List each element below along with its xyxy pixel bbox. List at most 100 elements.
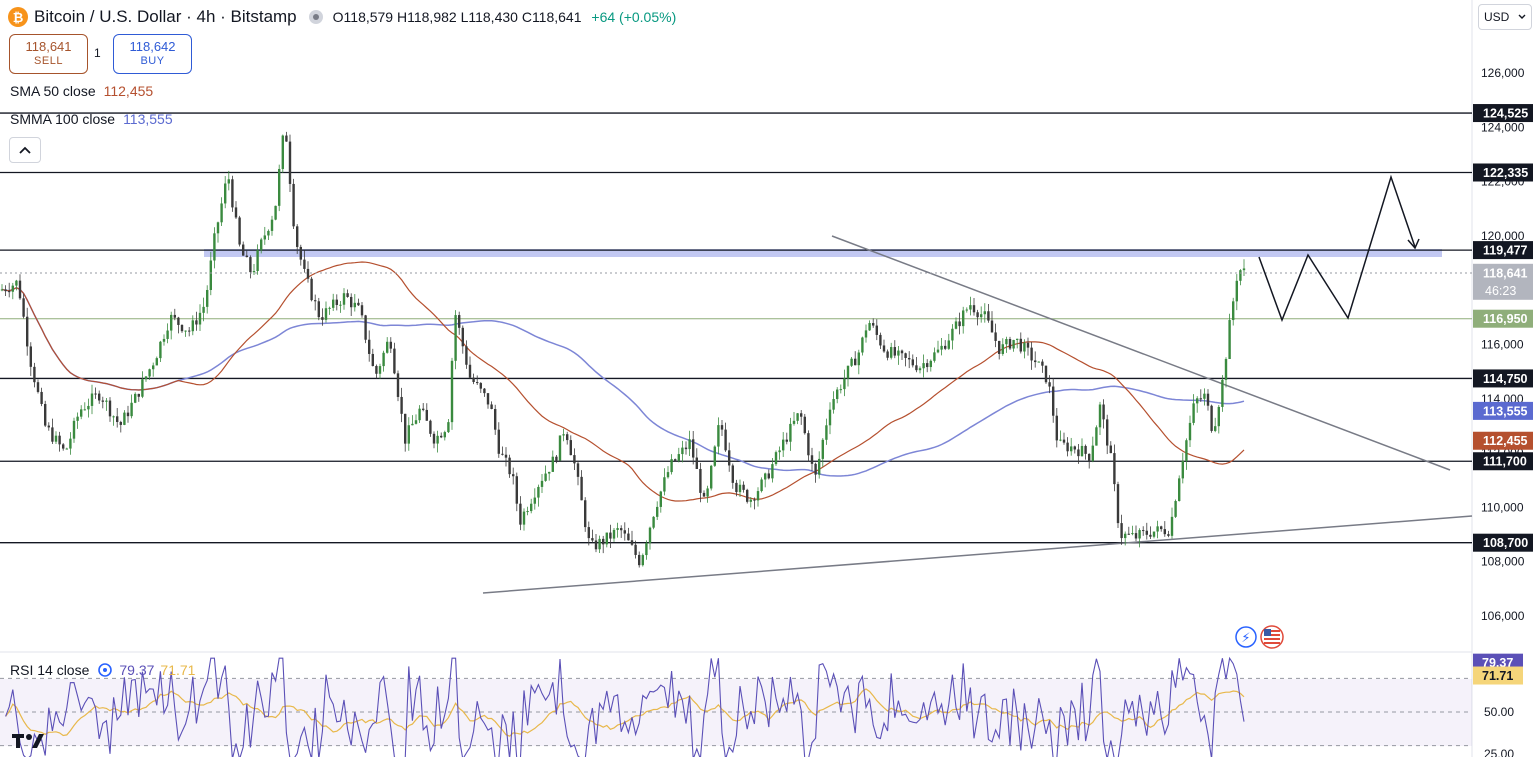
candle-body [814, 463, 817, 475]
buy-label: BUY [140, 55, 165, 67]
candle-body [252, 271, 256, 273]
candle-body [580, 476, 583, 501]
candle-body [1037, 361, 1040, 363]
candle-body [882, 345, 886, 352]
candle-body [177, 317, 180, 325]
current-price-tag-bg [1473, 263, 1533, 300]
candle-body [911, 359, 914, 366]
smma-legend[interactable]: SMMA 100 close 113,555 [10, 111, 173, 127]
candle-body [508, 457, 511, 475]
candle-body [11, 285, 14, 292]
level-tag-111700: 111,700 [1483, 455, 1527, 469]
candle-body [692, 439, 695, 458]
candle-body [4, 289, 7, 292]
sma-50-line[interactable] [1, 261, 1245, 502]
level-tag-114750: 114,750 [1483, 372, 1528, 386]
descending-trendline[interactable] [831, 235, 1451, 471]
candle-body [929, 360, 932, 368]
candle-body [681, 447, 684, 455]
chart-legend: ₿ Bitcoin / U.S. Dollar · 4h · Bitstamp … [8, 6, 676, 28]
candle-body [594, 540, 598, 550]
sell-button[interactable]: 118,641 SELL [9, 34, 88, 74]
candle-body [1221, 379, 1224, 407]
candle-body [1192, 403, 1195, 423]
smma-100-line[interactable] [1, 286, 1245, 477]
rsi-tick-label: 50.00 [1484, 705, 1514, 719]
candle-body [310, 278, 313, 301]
candle-body [789, 423, 792, 442]
price-tick-label: 120,000 [1481, 229, 1525, 243]
candle-body [569, 440, 572, 456]
economic-events-icon[interactable]: ⚡ [1235, 625, 1284, 649]
sell-label: SELL [34, 55, 63, 67]
candle-body [368, 339, 371, 354]
candle-body [850, 358, 853, 366]
candle-body [65, 448, 68, 450]
tradingview-logo-icon[interactable] [12, 730, 46, 756]
candle-body [267, 230, 270, 236]
candle-body [720, 425, 724, 430]
rsi-legend[interactable]: RSI 14 close 79.37 71.71 [10, 662, 195, 678]
candle-body [346, 293, 349, 297]
rsi-label: RSI 14 close [10, 662, 90, 678]
candle-body [494, 408, 497, 430]
candle-body [162, 338, 166, 342]
candle-body [425, 409, 428, 421]
candle-body [26, 316, 29, 347]
candle-body [886, 351, 889, 358]
candle-body [360, 305, 364, 316]
candle-body [648, 527, 652, 544]
candle-body [998, 340, 1001, 354]
candle-body [1070, 446, 1073, 452]
candle-body [897, 350, 900, 356]
candle-body [904, 353, 907, 358]
symbol-title[interactable]: Bitcoin / U.S. Dollar · 4h · Bitstamp [34, 7, 297, 26]
candle-body [468, 364, 472, 378]
candle-body [994, 332, 997, 341]
candle-body [951, 328, 954, 341]
candle-body [270, 219, 274, 231]
currency-selector[interactable]: USD [1478, 4, 1532, 30]
candle-body [209, 260, 212, 290]
buy-button[interactable]: 118,642 BUY [113, 34, 192, 74]
candle-body [1120, 523, 1123, 539]
candle-body [450, 360, 454, 423]
candle-body [411, 423, 414, 426]
candle-body [116, 416, 119, 422]
candle-body [281, 135, 284, 169]
candle-body [602, 538, 605, 545]
market-status-icon[interactable] [308, 10, 323, 24]
candle-body [1055, 415, 1058, 441]
collapse-legend-button[interactable] [9, 137, 41, 163]
candle-body [216, 222, 220, 234]
candle-body [436, 435, 439, 444]
ascending-trendline[interactable] [482, 515, 1473, 594]
rsi-ma-value: 71.71 [160, 662, 196, 678]
candle-body [828, 409, 832, 426]
candle-body [123, 412, 126, 425]
candle-body [80, 409, 83, 417]
candle-body [465, 346, 468, 365]
price-tick-label: 110,000 [1481, 500, 1524, 514]
sma-legend[interactable]: SMA 50 close 112,455 [10, 83, 153, 99]
candle-body [918, 368, 922, 371]
quantity-value[interactable]: 1 [94, 46, 101, 60]
candle-body [584, 500, 587, 528]
refresh-icon[interactable] [97, 662, 113, 678]
rsi-line[interactable] [5, 656, 1245, 757]
candle-body [659, 491, 662, 507]
candle-body [440, 435, 443, 438]
candle-body [807, 433, 810, 456]
candle-body [296, 226, 299, 247]
candle-body [1062, 439, 1066, 443]
price-tick-label: 126,000 [1481, 66, 1525, 80]
candle-body [778, 450, 781, 453]
candle-body [15, 280, 18, 286]
candle-body [533, 497, 536, 504]
candle-body [548, 471, 551, 474]
candle-body [836, 389, 839, 400]
bitcoin-icon: ₿ [8, 7, 28, 27]
candle-body [249, 257, 252, 273]
candle-body [418, 408, 421, 421]
